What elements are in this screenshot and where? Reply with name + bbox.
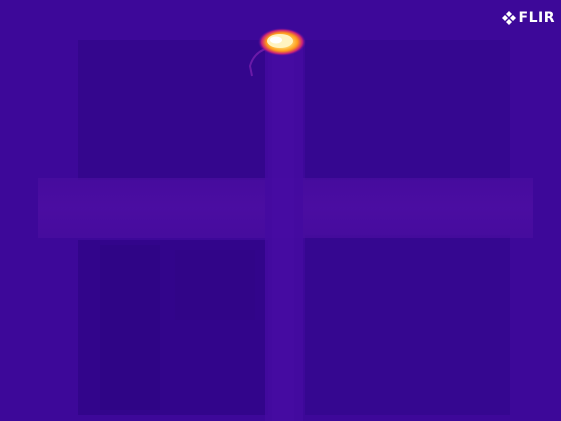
flir-logo-text: FLIR <box>518 10 555 26</box>
flir-logo-icon <box>501 11 516 25</box>
window-pane-upper-right <box>305 40 510 180</box>
pole-highlight <box>272 48 294 421</box>
hotspot-peak <box>270 36 282 44</box>
pane-shadow <box>100 245 160 410</box>
pane-shadow <box>175 250 255 320</box>
window-pane-lower-right <box>305 235 510 415</box>
window-pane-upper-left <box>78 40 268 180</box>
flir-watermark: FLIR <box>501 10 555 26</box>
